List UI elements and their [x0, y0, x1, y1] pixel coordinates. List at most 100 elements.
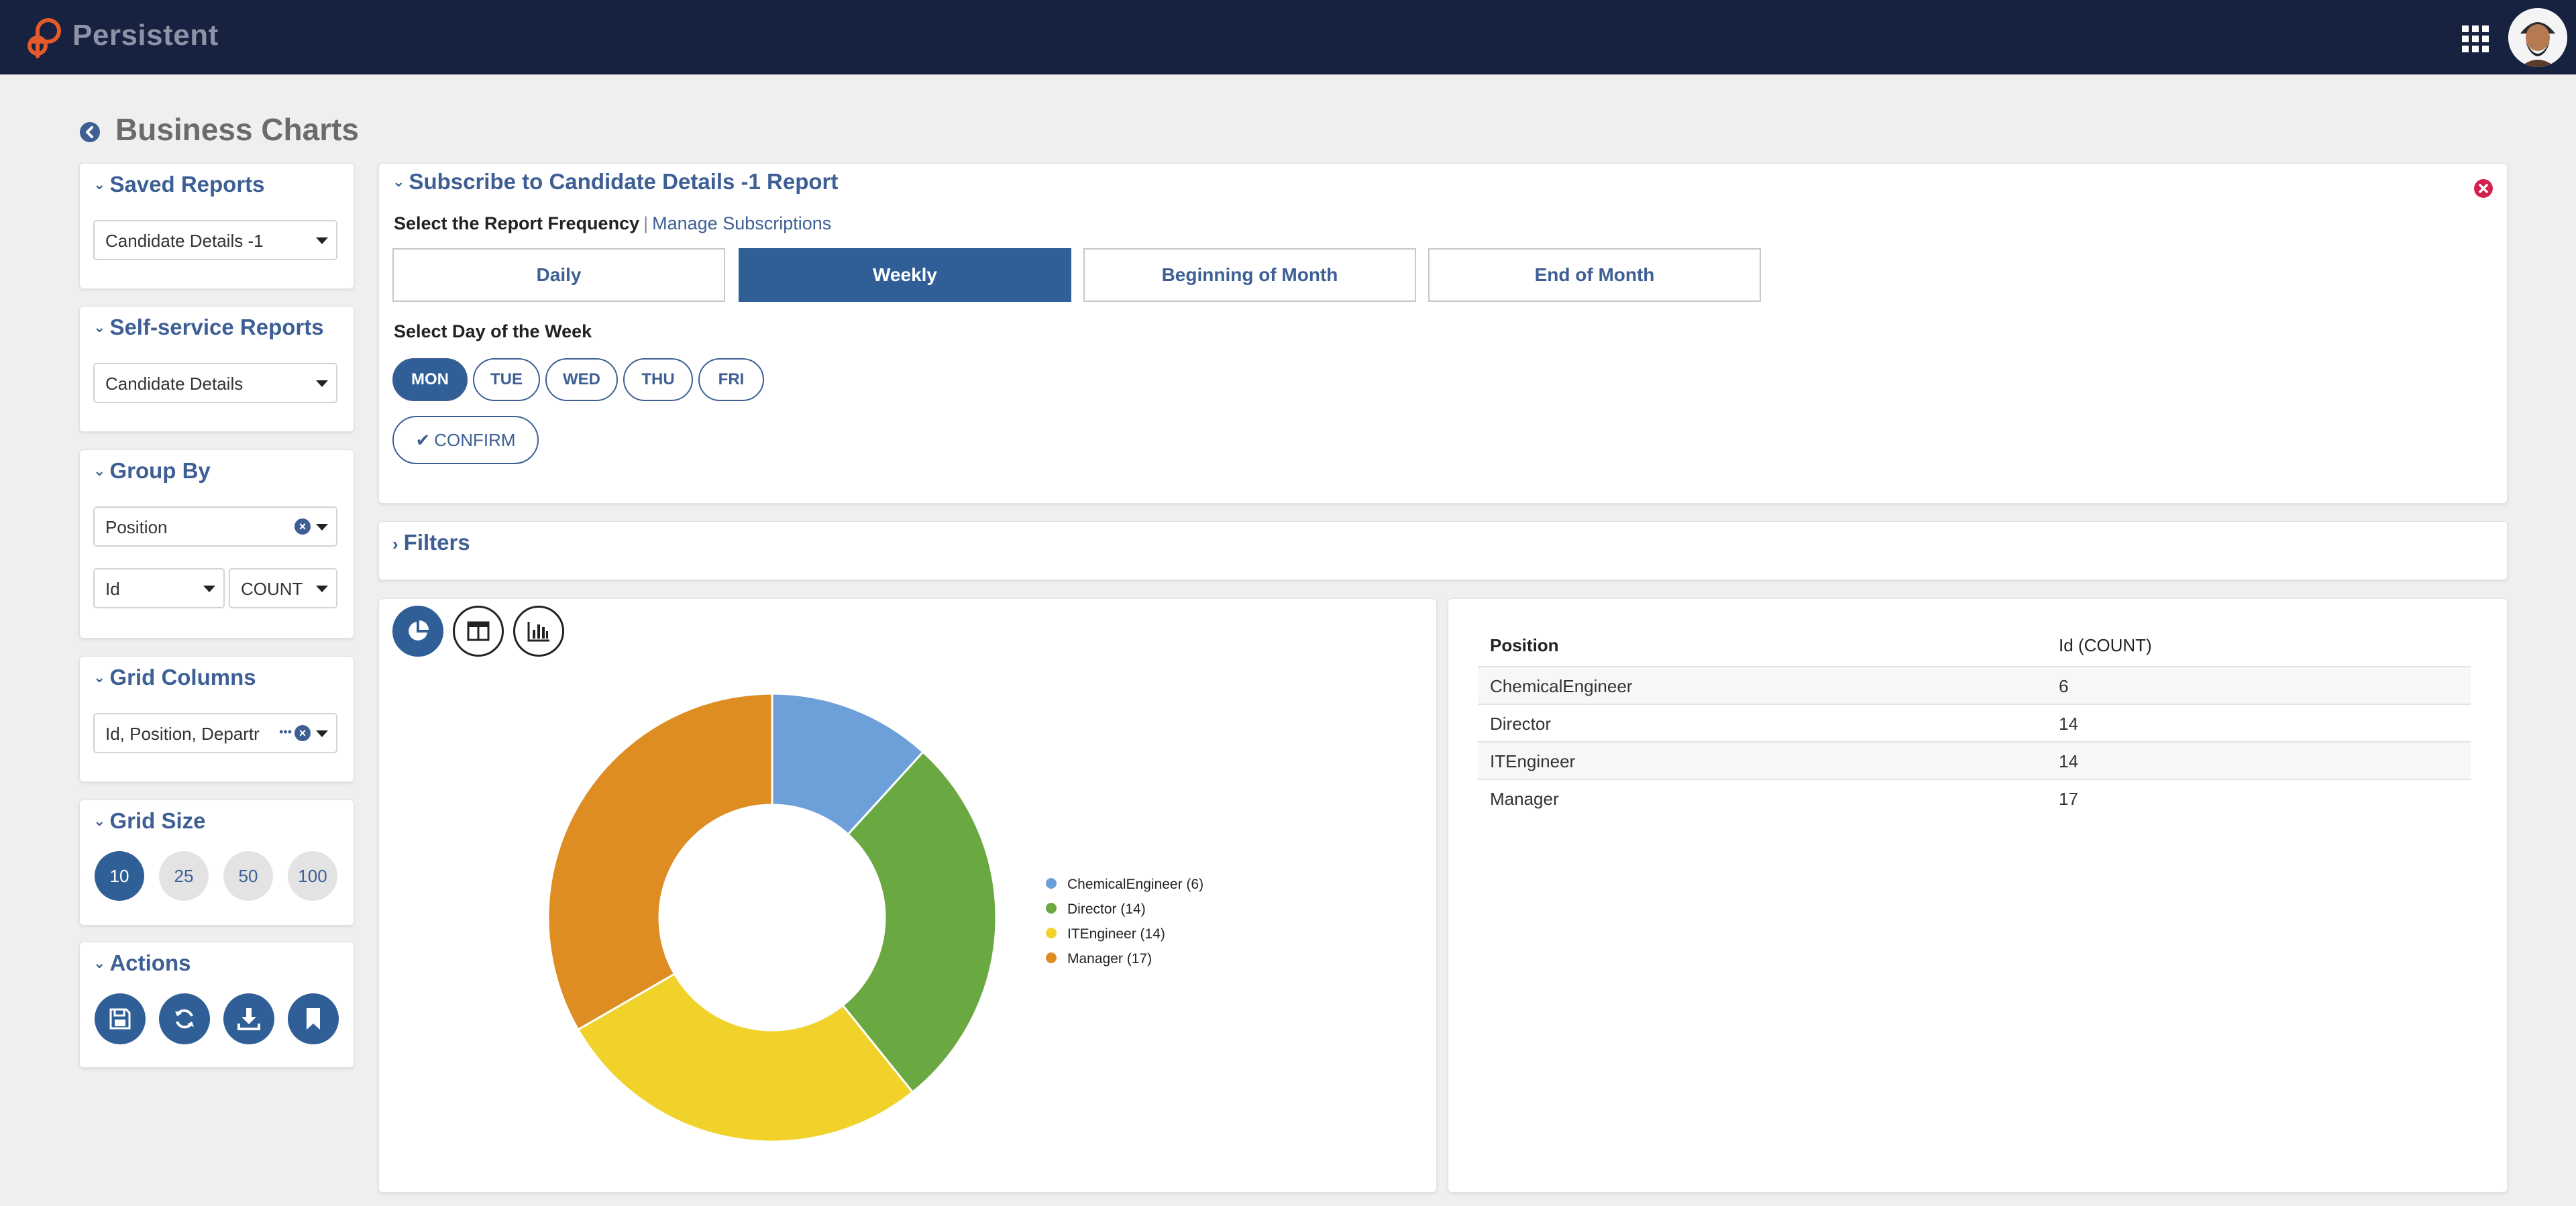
grid-size-10[interactable]: 10 [95, 851, 144, 901]
clear-icon[interactable]: × [294, 518, 311, 535]
caret-down-icon [316, 380, 328, 387]
clear-icon[interactable]: × [294, 725, 311, 741]
group-by-field-select[interactable]: Position × [93, 506, 337, 547]
group-by-title[interactable]: ⌄ Group By [93, 458, 211, 483]
aggregate-value: COUNT [241, 579, 303, 599]
table-cell: Director [1490, 714, 1552, 734]
chevron-down-icon: ⌄ [93, 176, 106, 193]
pie-chart-icon [409, 620, 429, 641]
frequency-end-of-month-button[interactable]: End of Month [1428, 248, 1761, 302]
table-cell: 6 [2059, 676, 2069, 696]
caret-down-icon [316, 237, 328, 244]
frequency-beginning-of-month-button[interactable]: Beginning of Month [1083, 248, 1416, 302]
legend-marker [1046, 903, 1057, 914]
table-cell: 14 [2059, 751, 2078, 771]
self-service-value: Candidate Details [105, 374, 244, 394]
legend-item[interactable]: ChemicalEngineer (6) [1067, 877, 1203, 892]
day-thu-button[interactable]: THU [623, 358, 693, 401]
filters-title[interactable]: › Filters [392, 530, 470, 555]
chevron-down-icon: ⌄ [392, 173, 405, 190]
measure-field-value: Id [105, 579, 120, 599]
refresh-button[interactable] [159, 993, 210, 1044]
top-navbar: Persistent [0, 0, 2576, 74]
day-tue-button[interactable]: TUE [473, 358, 540, 401]
manage-subscriptions-link[interactable]: Manage Subscriptions [652, 213, 832, 233]
table-cell: 17 [2059, 789, 2078, 809]
saved-reports-title[interactable]: ⌄ Saved Reports [93, 172, 265, 197]
donut-slice-itengineer[interactable] [576, 972, 914, 1143]
more-icon[interactable]: ••• [279, 725, 292, 738]
table-cell: ITEngineer [1490, 751, 1576, 771]
confirm-button[interactable]: ✔ CONFIRM [392, 416, 539, 464]
grid-size-panel: ⌄ Grid Size 10 25 50 100 [79, 800, 354, 926]
measure-field-select[interactable]: Id [93, 568, 225, 608]
chart-panel: ChemicalEngineer (6) Director (14) ITEngin… [378, 598, 1437, 1193]
subscribe-title[interactable]: ⌄ Subscribe to Candidate Details -1 Repor… [392, 169, 839, 194]
grid-size-25[interactable]: 25 [159, 851, 209, 901]
grid-size-50[interactable]: 50 [223, 851, 273, 901]
legend-item[interactable]: Manager (17) [1067, 951, 1152, 967]
grid-columns-select[interactable]: Id, Position, Departr ••• × [93, 713, 337, 753]
apps-grid-icon[interactable] [2462, 25, 2489, 52]
persistent-logo-icon[interactable] [23, 15, 67, 59]
data-grid-panel: Position Id (COUNT) ChemicalEngineer 6 D… [1448, 598, 2508, 1193]
chevron-right-icon: › [392, 534, 398, 554]
download-button[interactable] [223, 993, 274, 1044]
legend-marker [1046, 928, 1057, 938]
bar-view-button[interactable] [513, 606, 564, 657]
chevron-down-icon: ⌄ [93, 319, 106, 335]
donut-slice-director[interactable] [841, 751, 998, 1094]
day-mon-button[interactable]: MON [392, 358, 468, 401]
table-row[interactable]: Manager 17 [1478, 779, 2471, 818]
back-icon[interactable] [79, 121, 101, 143]
page-title: Business Charts [115, 112, 360, 147]
legend-item[interactable]: ITEngineer (14) [1067, 926, 1165, 942]
bookmark-icon [307, 1008, 320, 1030]
self-service-select[interactable]: Candidate Details [93, 363, 337, 403]
save-button[interactable] [95, 993, 146, 1044]
legend-marker [1046, 952, 1057, 963]
self-service-panel: ⌄ Self-service Reports Candidate Details [79, 306, 354, 432]
table-view-button[interactable] [453, 606, 504, 657]
day-wed-button[interactable]: WED [545, 358, 618, 401]
legend-item[interactable]: Director (14) [1067, 901, 1146, 917]
caret-down-icon [316, 730, 328, 737]
saved-reports-value: Candidate Details -1 [105, 231, 264, 251]
table-row[interactable]: Director 14 [1478, 704, 2471, 743]
self-service-title[interactable]: ⌄ Self-service Reports [93, 315, 324, 339]
chevron-down-icon: ⌄ [93, 954, 106, 971]
table-cell: Manager [1490, 789, 1559, 809]
grid-size-title[interactable]: ⌄ Grid Size [93, 808, 206, 833]
donut-slice-chemicalengineer[interactable] [771, 692, 925, 836]
frequency-label: Select the Report Frequency | Manage Subsc… [394, 213, 832, 233]
group-by-field-value: Position [105, 517, 168, 537]
donut-slice-manager[interactable] [547, 692, 773, 1032]
saved-reports-panel: ⌄ Saved Reports Candidate Details -1 [79, 163, 354, 289]
save-icon [109, 1008, 131, 1030]
user-avatar[interactable] [2508, 8, 2567, 67]
caret-down-icon [203, 586, 215, 592]
grid-size-100[interactable]: 100 [288, 851, 337, 901]
table-row[interactable]: ITEngineer 14 [1478, 741, 2471, 780]
refresh-icon [175, 1009, 194, 1029]
column-header-id-count[interactable]: Id (COUNT) [2059, 635, 2152, 655]
grid-columns-title[interactable]: ⌄ Grid Columns [93, 665, 256, 690]
frequency-weekly-button[interactable]: Weekly [739, 248, 1071, 302]
aggregate-select[interactable]: COUNT [229, 568, 337, 608]
column-header-position[interactable]: Position [1490, 635, 1559, 655]
frequency-daily-button[interactable]: Daily [392, 248, 725, 302]
table-row[interactable]: ChemicalEngineer 6 [1478, 666, 2471, 705]
table-icon [467, 621, 490, 641]
table-cell: 14 [2059, 714, 2078, 734]
bookmark-button[interactable] [288, 993, 339, 1044]
table-cell: ChemicalEngineer [1490, 676, 1633, 696]
close-icon[interactable] [2473, 178, 2493, 199]
legend-marker [1046, 878, 1057, 889]
filters-panel: › Filters [378, 521, 2508, 580]
chevron-down-icon: ⌄ [93, 812, 106, 829]
pie-view-button[interactable] [392, 606, 443, 657]
actions-title[interactable]: ⌄ Actions [93, 950, 191, 975]
download-icon [237, 1008, 260, 1030]
saved-reports-select[interactable]: Candidate Details -1 [93, 220, 337, 260]
day-fri-button[interactable]: FRI [698, 358, 764, 401]
